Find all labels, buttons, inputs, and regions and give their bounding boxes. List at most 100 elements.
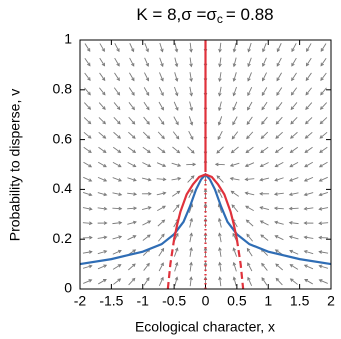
field-arrowhead (232, 63, 237, 68)
field-arrow (84, 58, 91, 66)
field-arrow (219, 72, 222, 82)
field-arrow (262, 57, 267, 67)
field-arrow (128, 102, 135, 110)
field-arrow (233, 262, 237, 272)
field-arrow (260, 162, 269, 167)
field-arrowhead (217, 217, 222, 222)
field-arrowhead (319, 106, 324, 110)
field-arrowhead (175, 107, 179, 111)
x-axis-label: Ecological character, x (135, 319, 275, 335)
field-arrow (304, 176, 314, 182)
field-arrow (276, 72, 282, 81)
field-arrowhead (203, 203, 208, 207)
field-arrowhead (304, 163, 308, 168)
field-arrowhead (87, 106, 92, 110)
field-arrowhead (116, 91, 121, 96)
field-arrow (189, 262, 192, 272)
field-arrow (127, 235, 136, 241)
field-arrow (158, 248, 165, 257)
field-arrowhead (216, 149, 221, 154)
field-arrowhead (245, 149, 250, 154)
field-arrow (233, 72, 237, 82)
field-arrowhead (244, 163, 249, 168)
field-arrowhead (132, 149, 137, 154)
field-arrowhead (229, 163, 234, 167)
field-arrowhead (275, 135, 280, 139)
field-arrowhead (320, 62, 324, 67)
field-arrowhead (189, 63, 193, 68)
field-arrowhead (244, 191, 249, 196)
field-arrowhead (131, 77, 135, 82)
field-arrowhead (276, 106, 280, 111)
field-arrowhead (259, 220, 264, 224)
field-arrowhead (146, 121, 150, 125)
field-arrow (275, 278, 283, 286)
field-arrow (275, 263, 284, 271)
field-arrow (157, 131, 165, 139)
field-arrowhead (147, 206, 152, 210)
field-arrowhead (177, 163, 182, 167)
x-tick-label: -2 (74, 293, 87, 309)
x-tick-label: 0 (202, 293, 210, 309)
field-arrowhead (103, 163, 107, 168)
field-arrow (97, 250, 107, 255)
field-arrowhead (320, 48, 325, 52)
field-arrowhead (131, 135, 136, 139)
field-arrow (84, 43, 91, 52)
field-arrowhead (161, 135, 165, 140)
field-arrow (156, 162, 166, 167)
field-arrowhead (161, 219, 166, 224)
field-arrowhead (102, 120, 107, 125)
field-arrowhead (160, 48, 164, 53)
field-arrowhead (117, 149, 122, 154)
field-arrowhead (117, 264, 122, 268)
field-arrow (275, 131, 283, 139)
field-arrowhead (88, 221, 93, 226)
field-arrow (159, 57, 164, 67)
field-arrow (245, 192, 255, 196)
field-arrow (114, 57, 120, 67)
field-arrowhead (190, 175, 195, 179)
field-arrow (274, 177, 284, 181)
field-arrowhead (232, 232, 236, 237)
field-arrowhead (274, 249, 279, 253)
field-arrow (247, 72, 252, 81)
field-arrowhead (218, 261, 222, 266)
field-arrow (306, 57, 312, 67)
field-arrow (218, 101, 222, 111)
field-arrow (189, 57, 192, 67)
field-arrowhead (162, 177, 167, 182)
field-arrow (289, 177, 299, 182)
field-arrow (218, 204, 223, 213)
field-arrow (174, 57, 178, 67)
field-arrow (319, 146, 328, 153)
field-arrowhead (230, 190, 235, 195)
field-arrow (319, 279, 328, 284)
field-arrowhead (130, 48, 135, 53)
field-arrowhead (276, 48, 281, 53)
field-arrow (84, 72, 91, 81)
field-arrowhead (103, 235, 108, 240)
field-arrowhead (133, 206, 138, 211)
field-arrow (260, 220, 269, 226)
field-arrow (247, 57, 252, 67)
field-arrowhead (103, 278, 107, 283)
field-arrowhead (189, 121, 194, 126)
field-arrow (144, 42, 149, 52)
field-arrowhead (305, 77, 310, 82)
field-arrowhead (291, 77, 295, 82)
field-arrow (158, 262, 164, 272)
y-tick-label: 0.4 (53, 180, 73, 196)
field-arrowhead (131, 62, 135, 67)
field-arrowhead (87, 135, 92, 139)
y-tick-label: 0 (64, 280, 72, 296)
field-arrow (290, 116, 298, 125)
curve (166, 239, 176, 290)
field-arrowhead (132, 220, 137, 225)
field-arrow (113, 102, 121, 110)
field-arrowhead (275, 277, 280, 282)
field-arrow (247, 262, 253, 272)
field-arrowhead (101, 91, 106, 96)
field-arrow (320, 43, 327, 52)
field-arrowhead (288, 221, 293, 225)
